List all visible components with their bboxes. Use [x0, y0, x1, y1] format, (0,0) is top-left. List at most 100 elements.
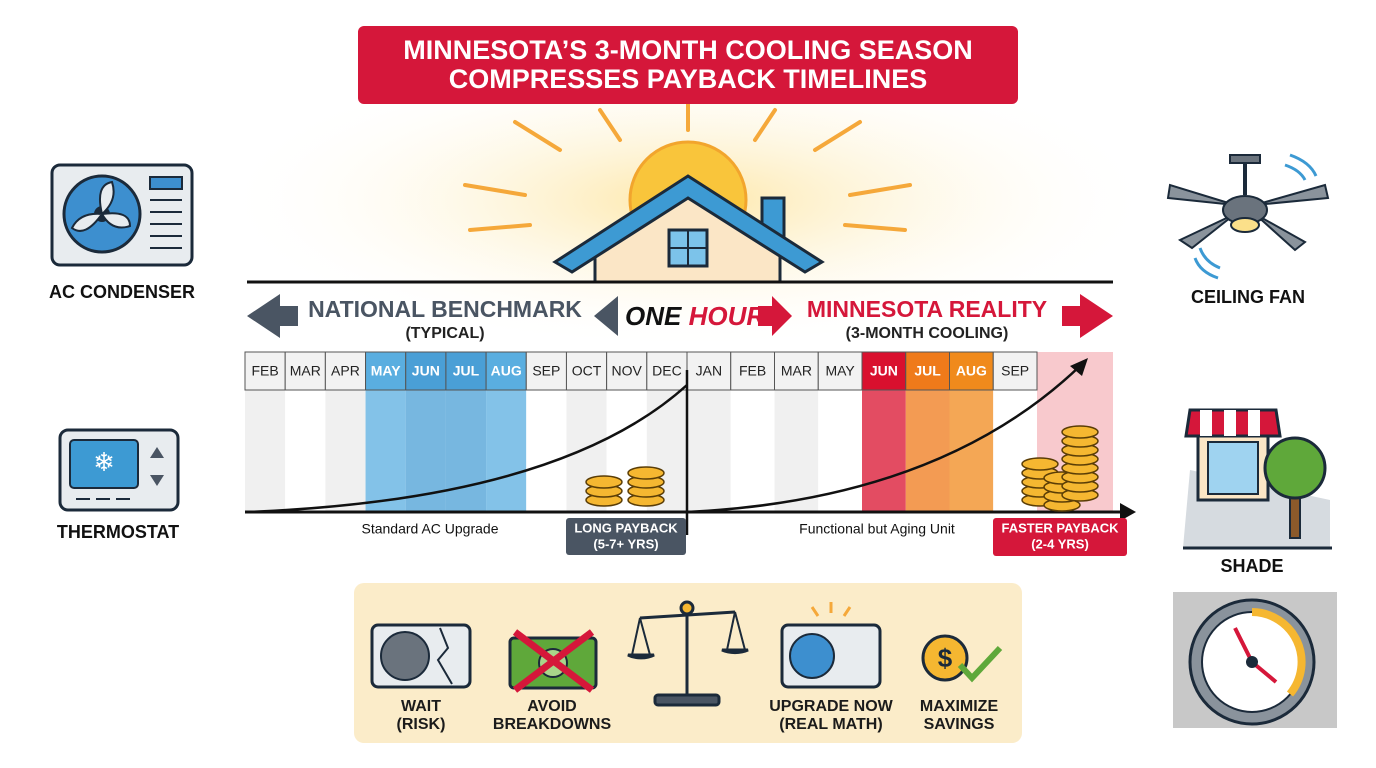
national-heading: NATIONAL BENCHMARK: [308, 296, 582, 322]
upgrade-icon: [780, 602, 882, 689]
month-label: MAR: [290, 363, 321, 379]
savings-icon: $: [921, 634, 1003, 683]
month-cell: [485, 351, 527, 391]
long-payback-badge: [566, 518, 686, 555]
coins: [585, 425, 1099, 512]
month-label: SEP: [532, 363, 560, 379]
ceiling-fan-icon: [1166, 153, 1330, 280]
one-hour-one: ONE: [625, 301, 682, 331]
month-label: FEB: [739, 363, 766, 379]
title-banner: [358, 26, 1018, 104]
icon-label: AC CONDENSER: [49, 282, 195, 302]
month-column: [687, 390, 731, 512]
option-label: SAVINGS: [924, 716, 995, 733]
month-cell: [445, 351, 487, 391]
month-column: [245, 390, 286, 512]
month-column: [325, 390, 366, 512]
option-label: UPGRADE NOW: [769, 698, 893, 715]
national-sub: (TYPICAL): [405, 325, 484, 342]
month-column: [486, 390, 527, 512]
month-cell: [774, 351, 819, 391]
month-label: DEC: [652, 363, 682, 379]
wait-icon: [370, 623, 472, 689]
arrow-left: [247, 294, 298, 338]
icon-label: CEILING FAN: [1191, 287, 1305, 307]
month-column: [445, 390, 487, 512]
month-label: APR: [331, 363, 360, 379]
payback-curve: [686, 365, 1081, 514]
option-label: AVOID: [527, 698, 576, 715]
faster-payback-badge: [993, 518, 1127, 556]
option-label: (RISK): [397, 716, 446, 733]
month-column: [526, 390, 567, 512]
svg-text:$: $: [938, 643, 953, 673]
month-label: MAY: [825, 363, 855, 379]
month-cell: [284, 351, 326, 391]
month-label: SEP: [1001, 363, 1029, 379]
option-label: (REAL MATH): [779, 716, 882, 733]
badge-text: FASTER PAYBACK: [1001, 520, 1119, 535]
month-cell: [949, 351, 994, 391]
arrowhead: [1070, 358, 1088, 376]
option-label: BREAKDOWNS: [493, 716, 612, 733]
month-label: JAN: [696, 363, 722, 379]
option-label: WAIT: [401, 698, 441, 715]
svg-text:❄: ❄: [93, 447, 115, 477]
month-column: [862, 390, 906, 512]
left-caption: Standard AC Upgrade: [362, 521, 499, 537]
minnesota-sub: (3-MONTH COOLING): [846, 325, 1009, 342]
month-label: AUG: [956, 363, 987, 379]
month-label: FEB: [251, 363, 278, 379]
month-cell: [365, 351, 407, 391]
month-label: MAY: [371, 363, 401, 379]
month-cell: [565, 351, 608, 391]
month-column: [774, 390, 819, 512]
title: COMPRESSES PAYBACK TIMELINES: [449, 64, 928, 94]
month-column: [905, 390, 950, 512]
month-label: MAR: [781, 363, 812, 379]
badge-text: (5-7+ YRS): [593, 536, 658, 551]
one-hour: ONE HOUR: [625, 301, 765, 331]
coin: [1021, 457, 1059, 471]
month-cell: [525, 351, 567, 391]
icon-label: SHADE: [1220, 556, 1283, 576]
arrow-left-small: [594, 296, 618, 336]
arrow-right-small: [758, 296, 792, 336]
coin: [585, 475, 623, 489]
badge-text: LONG PAYBACK: [574, 520, 678, 535]
month-label: JUN: [870, 363, 898, 379]
month-label: JUN: [412, 363, 440, 379]
coin: [1061, 425, 1099, 439]
coin: [627, 466, 665, 480]
option-label: MAXIMIZE: [920, 698, 999, 715]
month-column: [285, 390, 326, 512]
month-cell: [730, 351, 775, 391]
month-label: NOV: [612, 363, 643, 379]
avoid-icon: [508, 629, 598, 693]
thermostat-icon: ❄: [58, 428, 180, 512]
month-cell: [861, 351, 907, 391]
month-cell: [992, 351, 1038, 391]
title: MINNESOTA’S 3-MONTH COOLING SEASON: [403, 35, 973, 65]
month-label: OCT: [572, 363, 602, 379]
month-cell: [686, 351, 732, 391]
month-label: JUL: [914, 363, 941, 379]
month-cell: [817, 351, 863, 391]
minnesota-heading: MINNESOTA REALITY: [807, 296, 1047, 322]
month-cell: [244, 351, 286, 391]
right-caption: Functional but Aging Unit: [799, 521, 955, 537]
payback-curve: [246, 384, 688, 514]
month-cell: [405, 351, 447, 391]
icon-label: THERMOSTAT: [57, 522, 179, 542]
shade-icon: [1183, 408, 1332, 550]
month-label: JUL: [453, 363, 480, 379]
arrowhead: [1120, 503, 1136, 521]
arrow-right: [1062, 294, 1113, 338]
month-label: AUG: [491, 363, 522, 379]
month-cell: [606, 351, 648, 391]
ac-condenser-icon: [50, 163, 194, 267]
month-column: [730, 390, 775, 512]
gauge-icon: [1173, 592, 1337, 728]
sun-rays: [463, 98, 912, 232]
